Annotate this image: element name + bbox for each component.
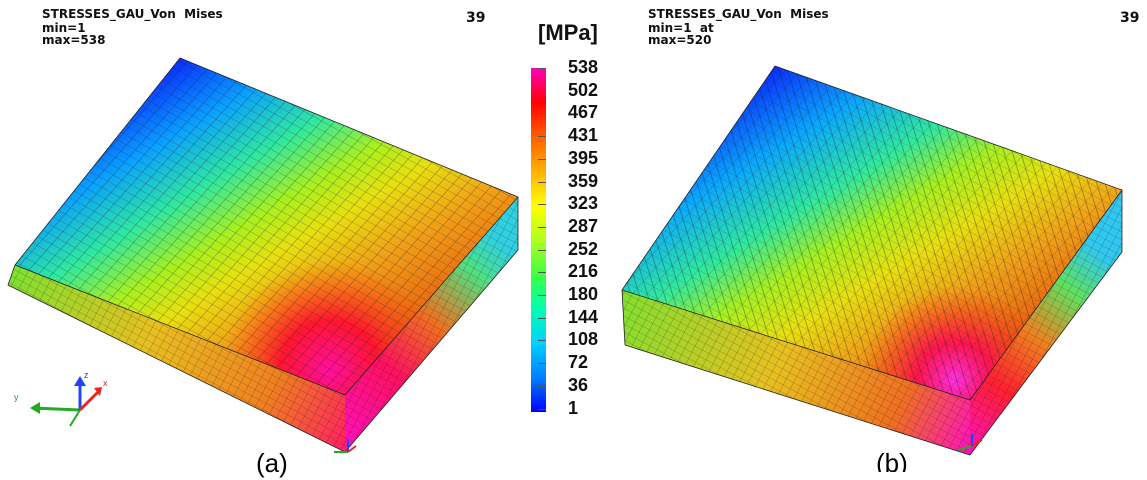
- legend-tick-mark: [538, 158, 546, 160]
- legend-tick-label: 467: [568, 102, 599, 123]
- panel-a-min: min=1: [42, 21, 86, 35]
- panel-a-axis-triad: [30, 376, 102, 427]
- legend-tick-label: 287: [568, 215, 599, 236]
- legend-tick-mark: [538, 226, 546, 228]
- panel-a-origin-marker: [334, 440, 357, 453]
- legend-colorbar: [531, 68, 546, 412]
- panel-a-frame-number: 39: [466, 10, 486, 26]
- legend-tick-mark: [538, 249, 546, 251]
- legend-tick-label: 538: [568, 57, 599, 77]
- panel-b-min: min=1 at: [648, 21, 714, 35]
- panel-b-max: max=520: [648, 33, 712, 47]
- legend-tick-label: 1: [568, 397, 579, 418]
- legend-tick-mark: [538, 295, 546, 296]
- legend-unit: [MPa]: [538, 20, 598, 45]
- legend-tick-mark: [538, 181, 546, 183]
- legend-tick-label: 144: [568, 306, 599, 327]
- legend-tick-mark: [538, 363, 546, 365]
- legend-tick-label: 72: [568, 352, 589, 373]
- legend-tick-mark: [538, 272, 546, 274]
- panel-a-z-axis-label: z: [84, 370, 89, 380]
- legend-tick-label: 431: [568, 125, 599, 146]
- panel-b-title: STRESSES_GAU_Von Mises: [648, 7, 829, 21]
- legend-tick-label: 180: [568, 284, 599, 304]
- legend-tick-label: 108: [568, 329, 599, 350]
- panel-a-x-axis-label: x: [103, 378, 108, 388]
- panel-b-caption: (b): [876, 448, 908, 472]
- panel-b-frame-number: 39: [1120, 10, 1140, 26]
- legend-tick-label: 502: [568, 79, 599, 100]
- legend-tick-mark: [538, 136, 546, 138]
- panel-a-model: [7, 57, 519, 453]
- legend-tick-mark: [538, 317, 546, 319]
- legend-tick-mark: [538, 90, 546, 92]
- legend-tick-label: 36: [568, 374, 589, 395]
- panel-a-title: STRESSES_GAU_Von Mises: [42, 7, 223, 21]
- legend-tick-label: 252: [568, 238, 599, 259]
- legend-tick-label: 359: [568, 170, 599, 191]
- legend-tick-mark: [538, 340, 546, 342]
- panel-a-max: max=538: [42, 33, 106, 47]
- panel-a-y-axis-label: y: [14, 392, 19, 402]
- legend-tick-label: 323: [568, 193, 599, 214]
- legend-tick-mark: [538, 68, 546, 69]
- panel-b-model: [621, 65, 1123, 456]
- legend-tick-mark: [538, 113, 546, 115]
- legend-tick-label: 395: [568, 147, 599, 168]
- legend-tick-mark: [538, 385, 546, 387]
- legend-tick-mark: [538, 408, 546, 410]
- legend-tick-mark: [538, 204, 546, 206]
- panel-a-caption: (a): [256, 448, 288, 478]
- panel-b-origin-marker: [957, 434, 983, 451]
- legend-tick-label: 216: [568, 261, 599, 282]
